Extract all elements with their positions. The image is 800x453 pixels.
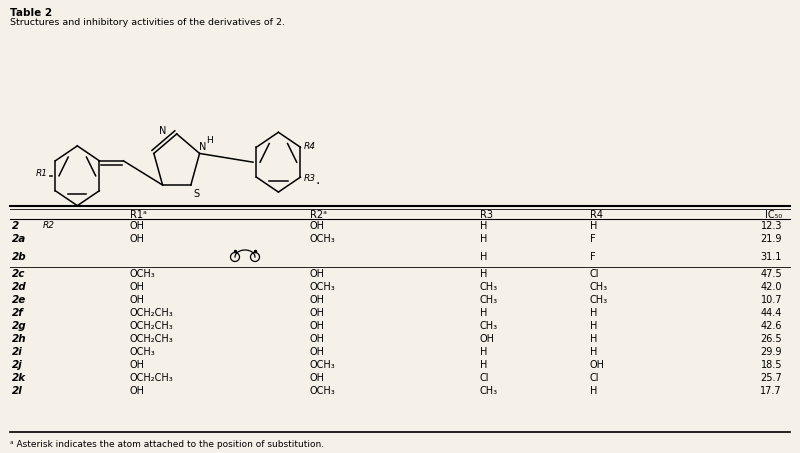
Text: 2g: 2g	[12, 321, 26, 331]
Text: CH₃: CH₃	[480, 386, 498, 396]
Text: R3: R3	[480, 210, 493, 220]
Text: 26.5: 26.5	[760, 334, 782, 344]
Text: H: H	[590, 347, 598, 357]
Text: H: H	[590, 386, 598, 396]
Text: R3: R3	[304, 173, 316, 183]
Text: 2e: 2e	[12, 295, 26, 305]
Text: OCH₃: OCH₃	[310, 234, 336, 244]
Text: N: N	[159, 126, 166, 136]
Text: CH₃: CH₃	[480, 282, 498, 292]
Text: Cl: Cl	[480, 373, 490, 383]
Text: OH: OH	[310, 373, 325, 383]
Text: S: S	[194, 189, 200, 199]
Text: 31.1: 31.1	[761, 252, 782, 262]
Text: 12.3: 12.3	[761, 221, 782, 231]
Text: H: H	[590, 334, 598, 344]
Text: OH: OH	[310, 295, 325, 305]
Text: CH₃: CH₃	[480, 321, 498, 331]
Text: H: H	[206, 136, 214, 145]
Text: OH: OH	[310, 334, 325, 344]
Text: 2c: 2c	[12, 269, 26, 279]
Text: OH: OH	[130, 295, 145, 305]
Text: H: H	[590, 221, 598, 231]
Text: H: H	[590, 321, 598, 331]
Text: OH: OH	[130, 221, 145, 231]
Text: N: N	[199, 142, 206, 152]
Text: 10.7: 10.7	[761, 295, 782, 305]
Text: H: H	[590, 308, 598, 318]
Text: 2i: 2i	[12, 347, 22, 357]
Text: OH: OH	[480, 334, 495, 344]
Text: 2a: 2a	[12, 234, 26, 244]
Text: OCH₂CH₃: OCH₂CH₃	[130, 373, 174, 383]
Text: H: H	[480, 347, 487, 357]
Text: OH: OH	[310, 321, 325, 331]
Text: Cl: Cl	[590, 373, 599, 383]
Text: 2j: 2j	[12, 360, 22, 370]
Text: 29.9: 29.9	[761, 347, 782, 357]
Text: OCH₂CH₃: OCH₂CH₃	[130, 321, 174, 331]
Text: CH₃: CH₃	[480, 295, 498, 305]
Text: ᵃ Asterisk indicates the atom attached to the position of substitution.: ᵃ Asterisk indicates the atom attached t…	[10, 440, 324, 449]
Text: H: H	[480, 360, 487, 370]
Text: Cl: Cl	[590, 269, 599, 279]
Text: OCH₃: OCH₃	[310, 360, 336, 370]
Text: OCH₃: OCH₃	[310, 282, 336, 292]
Text: OH: OH	[130, 360, 145, 370]
Text: 18.5: 18.5	[761, 360, 782, 370]
Text: OH: OH	[130, 282, 145, 292]
Text: F: F	[590, 234, 596, 244]
Text: OCH₂CH₃: OCH₂CH₃	[130, 308, 174, 318]
Text: OH: OH	[310, 347, 325, 357]
Text: R1ᵃ: R1ᵃ	[130, 210, 146, 220]
Text: Structures and inhibitory activities of the derivatives of 2.: Structures and inhibitory activities of …	[10, 18, 285, 27]
Text: OCH₃: OCH₃	[130, 269, 156, 279]
Text: 2: 2	[12, 221, 19, 231]
Text: OH: OH	[130, 234, 145, 244]
Text: 25.7: 25.7	[760, 373, 782, 383]
Text: 2k: 2k	[12, 373, 26, 383]
Text: OH: OH	[130, 386, 145, 396]
Text: 2l: 2l	[12, 386, 22, 396]
Text: CH₃: CH₃	[590, 295, 608, 305]
Text: 2d: 2d	[12, 282, 26, 292]
Text: 2h: 2h	[12, 334, 26, 344]
Text: OCH₂CH₃: OCH₂CH₃	[130, 334, 174, 344]
Text: H: H	[480, 221, 487, 231]
Text: Table 2: Table 2	[10, 8, 52, 18]
Text: .: .	[315, 173, 319, 188]
Text: OH: OH	[590, 360, 605, 370]
Text: R2ᵃ: R2ᵃ	[310, 210, 327, 220]
Text: F: F	[590, 252, 596, 262]
Text: H: H	[480, 269, 487, 279]
Text: 17.7: 17.7	[760, 386, 782, 396]
Text: 44.4: 44.4	[761, 308, 782, 318]
Text: 47.5: 47.5	[760, 269, 782, 279]
Text: 42.0: 42.0	[761, 282, 782, 292]
Text: R1: R1	[36, 169, 48, 178]
Text: H: H	[480, 252, 487, 262]
Text: 2b: 2b	[12, 252, 26, 262]
Text: OH: OH	[310, 221, 325, 231]
Text: OH: OH	[310, 308, 325, 318]
Text: OCH₃: OCH₃	[310, 386, 336, 396]
Text: CH₃: CH₃	[590, 282, 608, 292]
Text: R4: R4	[590, 210, 603, 220]
Text: H: H	[480, 234, 487, 244]
Text: R4: R4	[304, 142, 316, 151]
Text: H: H	[480, 308, 487, 318]
Text: 42.6: 42.6	[761, 321, 782, 331]
Text: IC₅₀: IC₅₀	[765, 210, 782, 220]
Text: OCH₃: OCH₃	[130, 347, 156, 357]
Text: OH: OH	[310, 269, 325, 279]
Text: R2: R2	[42, 221, 54, 230]
Text: 2f: 2f	[12, 308, 24, 318]
Text: 21.9: 21.9	[761, 234, 782, 244]
